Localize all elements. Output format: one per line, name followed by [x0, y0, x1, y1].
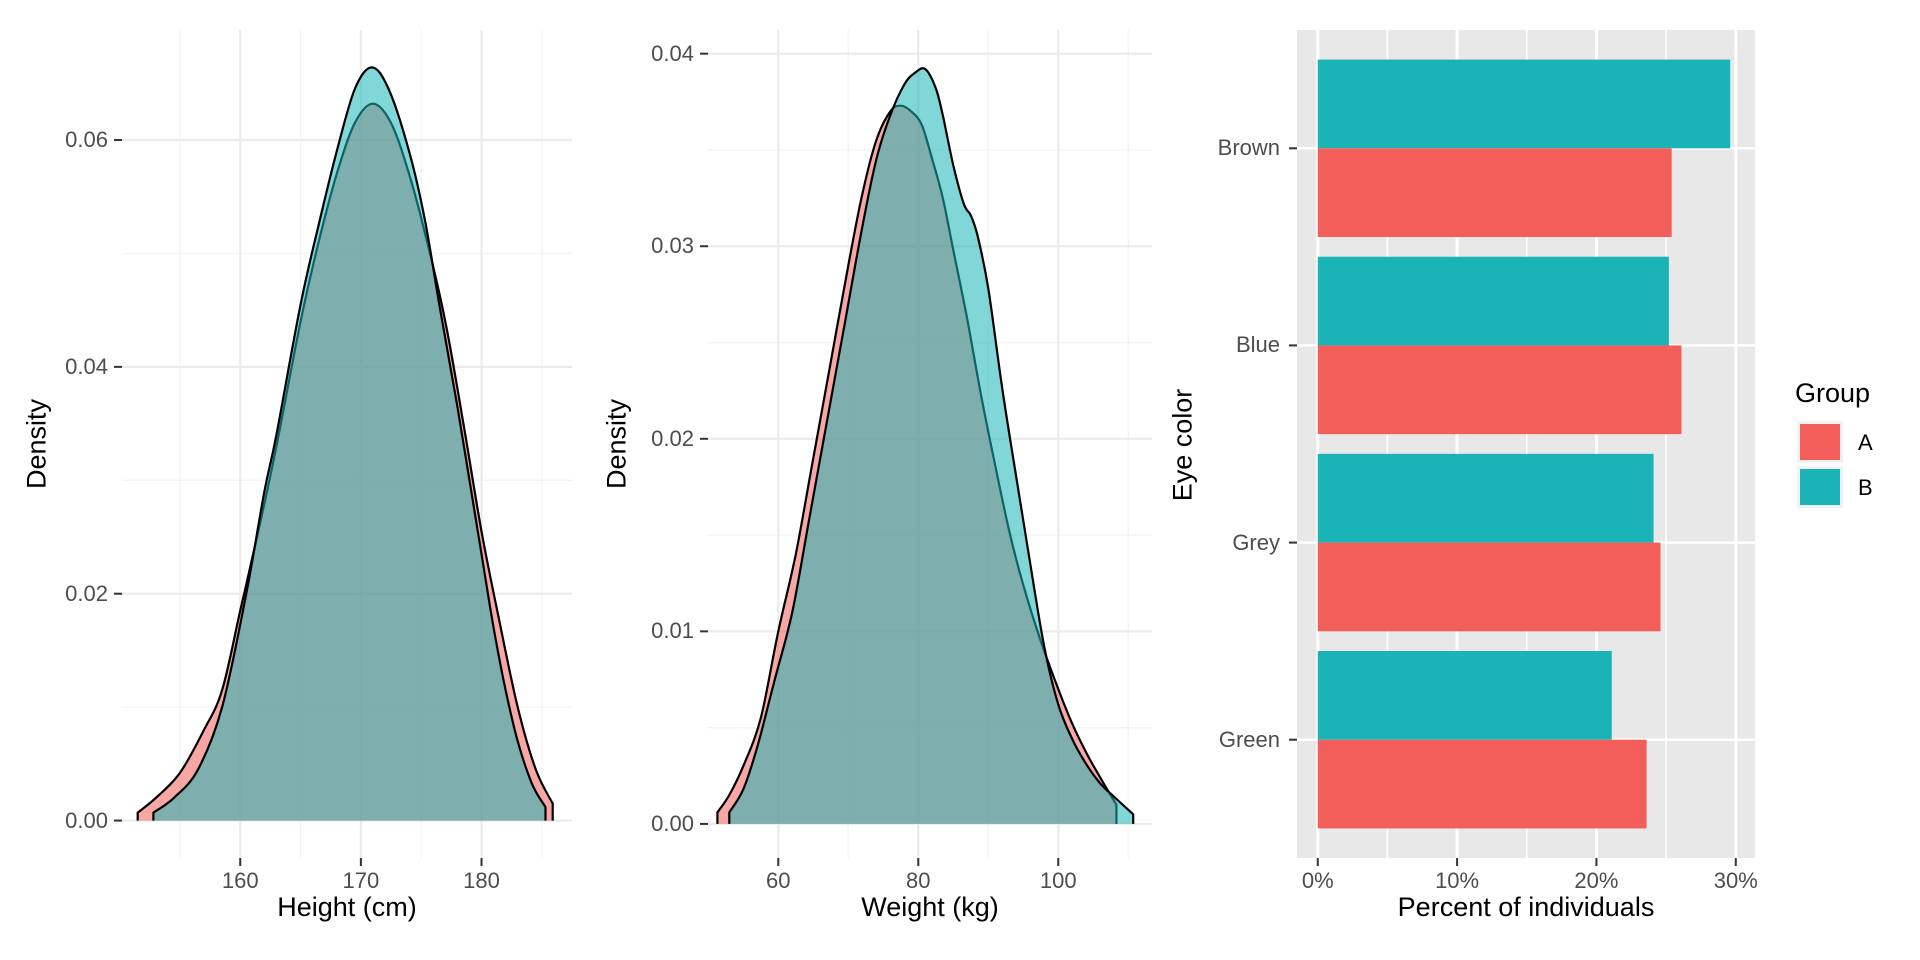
plot1-x-tick-label: 160: [221, 868, 259, 893]
plot3-category-label-blue: Blue: [1235, 332, 1280, 358]
plot3-x-tick-label: 30%: [1713, 868, 1758, 893]
legend-title: Group: [1795, 378, 1871, 408]
bar-blue-group-a: [1317, 345, 1682, 435]
density-outline-group-b: [728, 67, 1135, 824]
bar-brown-group-a: [1317, 148, 1672, 237]
density-outline-group-b: [152, 66, 547, 821]
plot3-x-axis-title: Percent of individuals: [1397, 892, 1655, 922]
plot1-x-tick-label: 170: [342, 868, 380, 893]
plot3-category-label-brown: Brown: [1217, 135, 1280, 161]
plot2-y-tick-label: 0.02: [651, 425, 694, 451]
legend-label-group-a: A: [1858, 430, 1873, 455]
plot2-y-tick-label: 0.04: [651, 40, 694, 66]
plot3-category-label-green: Green: [1218, 726, 1280, 752]
legend-label-group-b: B: [1858, 475, 1873, 500]
plot3-x-tick-label: 0%: [1301, 868, 1334, 893]
plot1-y-tick-label: 0.04: [65, 353, 108, 379]
plot3-y-axis-title: Eye color: [1167, 388, 1198, 502]
legend-swatch-group-b: [1797, 466, 1843, 508]
plot2-x-tick-label: 60: [766, 868, 791, 893]
bar-brown-group-b: [1317, 59, 1731, 149]
plot2-y-tick-label: 0.03: [651, 233, 694, 259]
plot1-y-axis-title: Density: [21, 398, 52, 490]
plot2-y-tick-label: 0.00: [651, 810, 694, 836]
plot1-y-tick-label: 0.00: [65, 807, 108, 833]
plot2-x-tick-label: 100: [1039, 868, 1077, 893]
plot1-x-axis-title: Height (cm): [277, 892, 417, 922]
density-fill-group-b: [729, 68, 1134, 824]
density-fill-group-b: [153, 67, 546, 821]
plot3-category-label-grey: Grey: [1232, 529, 1280, 555]
legend-swatch-group-a: [1797, 421, 1843, 463]
bar-green-group-b: [1317, 651, 1612, 740]
bar-grey-group-b: [1317, 453, 1654, 543]
plot2-x-tick-label: 80: [906, 868, 931, 893]
bar-blue-group-b: [1317, 256, 1669, 346]
bar-grey-group-a: [1317, 542, 1661, 632]
plot3-x-tick-label: 20%: [1574, 868, 1619, 893]
plot1-y-tick-label: 0.02: [65, 580, 108, 606]
plot1-y-tick-label: 0.06: [65, 127, 108, 153]
plot3-x-tick-label: 10%: [1435, 868, 1480, 893]
plot1-x-tick-label: 180: [463, 868, 500, 893]
plot2-y-tick-label: 0.01: [651, 618, 694, 644]
plot2-x-axis-title: Weight (kg): [861, 892, 999, 922]
bar-green-group-a: [1317, 739, 1647, 829]
